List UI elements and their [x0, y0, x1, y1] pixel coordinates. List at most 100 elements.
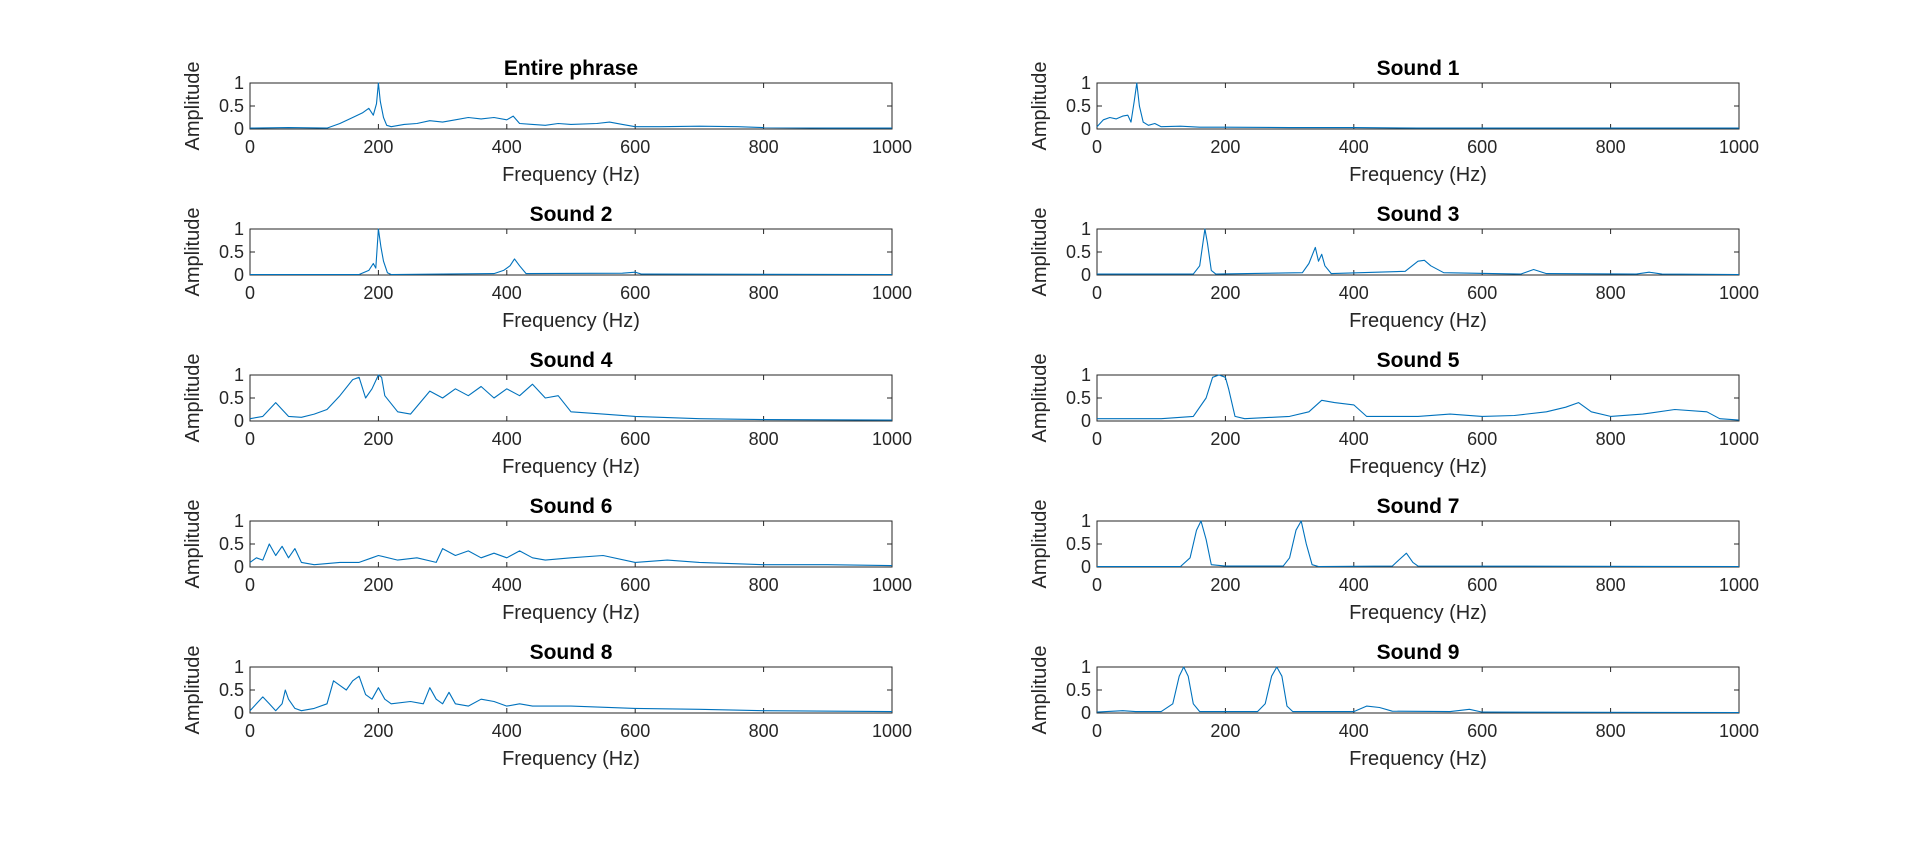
x-tick-label: 200: [1210, 283, 1240, 303]
panel-sound-9: Sound 9 0 200 400 600 800 1000 0 0.5 1 Frequency (…: [1029, 641, 1759, 770]
y-tick-label: 0: [1081, 265, 1091, 285]
series-line-sound-5: [1097, 374, 1740, 421]
x-tick-label: 800: [749, 575, 779, 595]
x-axis-label: Frequency (Hz): [502, 310, 640, 332]
x-tick-label: 200: [1210, 137, 1240, 157]
x-axis-label: Frequency (Hz): [502, 456, 640, 478]
y-tick-label: 0.5: [219, 680, 244, 700]
x-tick-label: 400: [492, 575, 522, 595]
panel-entire-phrase: Entire phrase 0 200 400 600 800 1000 0 0.5 1 Frequ…: [182, 57, 912, 186]
x-tick-label: 1000: [872, 575, 912, 595]
x-tick-label: 1000: [872, 283, 912, 303]
axes-box: [1096, 82, 1740, 130]
x-tick-label: 400: [1339, 429, 1369, 449]
y-tick-label: 1: [234, 657, 244, 677]
x-tick-label: 0: [1092, 721, 1102, 741]
x-tick-label: 1000: [872, 137, 912, 157]
axes-box: [1096, 666, 1740, 714]
x-tick-label: 400: [1339, 283, 1369, 303]
y-tick-label: 1: [1081, 511, 1091, 531]
x-tick-label: 600: [1467, 283, 1497, 303]
x-tick-label: 600: [620, 137, 650, 157]
x-tick-label: 600: [1467, 137, 1497, 157]
x-axis-label: Frequency (Hz): [1349, 602, 1487, 624]
x-tick-label: 0: [245, 429, 255, 449]
y-tick-label: 0: [1081, 119, 1091, 139]
x-axis-label: Frequency (Hz): [1349, 310, 1487, 332]
y-tick-label: 0.5: [219, 96, 244, 116]
x-tick-label: 1000: [1719, 575, 1759, 595]
panel-title: Sound 4: [530, 349, 613, 372]
x-tick-label: 200: [363, 429, 393, 449]
panel-title: Sound 2: [530, 203, 613, 226]
x-tick-label: 600: [1467, 721, 1497, 741]
x-tick-label: 600: [620, 429, 650, 449]
y-tick-label: 1: [1081, 657, 1091, 677]
x-tick-label: 1000: [1719, 137, 1759, 157]
panel-title: Sound 3: [1377, 203, 1460, 226]
y-axis-label: Amplitude: [1029, 354, 1051, 443]
y-tick-label: 0.5: [219, 388, 244, 408]
x-tick-label: 400: [492, 137, 522, 157]
y-tick-label: 0: [234, 703, 244, 723]
y-tick-label: 0: [234, 411, 244, 431]
y-tick-label: 1: [1081, 365, 1091, 385]
x-tick-label: 600: [620, 575, 650, 595]
x-tick-label: 600: [1467, 429, 1497, 449]
panel-sound-8: Sound 8 0 200 400 600 800 1000 0 0.5 1 Frequency (…: [182, 641, 912, 770]
x-tick-label: 600: [620, 721, 650, 741]
x-axis-label: Frequency (Hz): [1349, 748, 1487, 770]
y-tick-label: 0: [234, 265, 244, 285]
y-axis-label: Amplitude: [182, 208, 204, 297]
x-tick-label: 1000: [1719, 283, 1759, 303]
y-axis-label: Amplitude: [1029, 500, 1051, 589]
x-tick-label: 400: [1339, 575, 1369, 595]
y-axis-label: Amplitude: [182, 646, 204, 735]
y-tick-label: 1: [234, 73, 244, 93]
x-tick-label: 200: [1210, 721, 1240, 741]
series-line-sound-7: [1097, 520, 1740, 568]
y-tick-label: 0.5: [1066, 680, 1091, 700]
x-tick-label: 800: [1596, 721, 1626, 741]
panel-title: Sound 7: [1377, 495, 1460, 518]
y-tick-label: 0.5: [1066, 96, 1091, 116]
axes-box: [249, 228, 893, 276]
x-tick-label: 0: [245, 283, 255, 303]
x-tick-label: 1000: [1719, 721, 1759, 741]
x-tick-label: 400: [492, 429, 522, 449]
x-tick-label: 800: [749, 137, 779, 157]
x-tick-label: 600: [620, 283, 650, 303]
x-tick-label: 800: [1596, 283, 1626, 303]
axes-box: [249, 666, 893, 714]
axes-box: [1096, 374, 1740, 422]
panel-title: Entire phrase: [504, 57, 638, 80]
x-tick-label: 200: [363, 137, 393, 157]
y-axis-label: Amplitude: [1029, 646, 1051, 735]
axes-box: [249, 374, 893, 422]
panel-title: Sound 6: [530, 495, 613, 518]
y-tick-label: 0: [234, 119, 244, 139]
x-tick-label: 400: [492, 721, 522, 741]
x-tick-label: 200: [363, 283, 393, 303]
y-tick-label: 0.5: [1066, 242, 1091, 262]
x-axis-label: Frequency (Hz): [502, 748, 640, 770]
panel-title: Sound 1: [1377, 57, 1460, 80]
x-tick-label: 0: [245, 721, 255, 741]
series-line-sound-6: [249, 543, 893, 567]
y-tick-label: 1: [234, 511, 244, 531]
x-tick-label: 200: [363, 721, 393, 741]
y-tick-label: 0.5: [219, 534, 244, 554]
y-axis-label: Amplitude: [182, 500, 204, 589]
y-tick-label: 0.5: [1066, 534, 1091, 554]
y-tick-label: 1: [234, 219, 244, 239]
x-axis-label: Frequency (Hz): [1349, 456, 1487, 478]
series-line-sound-1: [1096, 82, 1739, 129]
panel-sound-4: Sound 4 0 200 400 600 800 1000 0 0.5 1 Frequency (…: [182, 349, 912, 478]
series-line-sound-4: [249, 374, 893, 421]
axes-box: [1096, 228, 1740, 276]
y-tick-label: 1: [1081, 219, 1091, 239]
x-tick-label: 0: [1092, 137, 1102, 157]
x-tick-label: 1000: [1719, 429, 1759, 449]
y-tick-label: 0: [234, 557, 244, 577]
